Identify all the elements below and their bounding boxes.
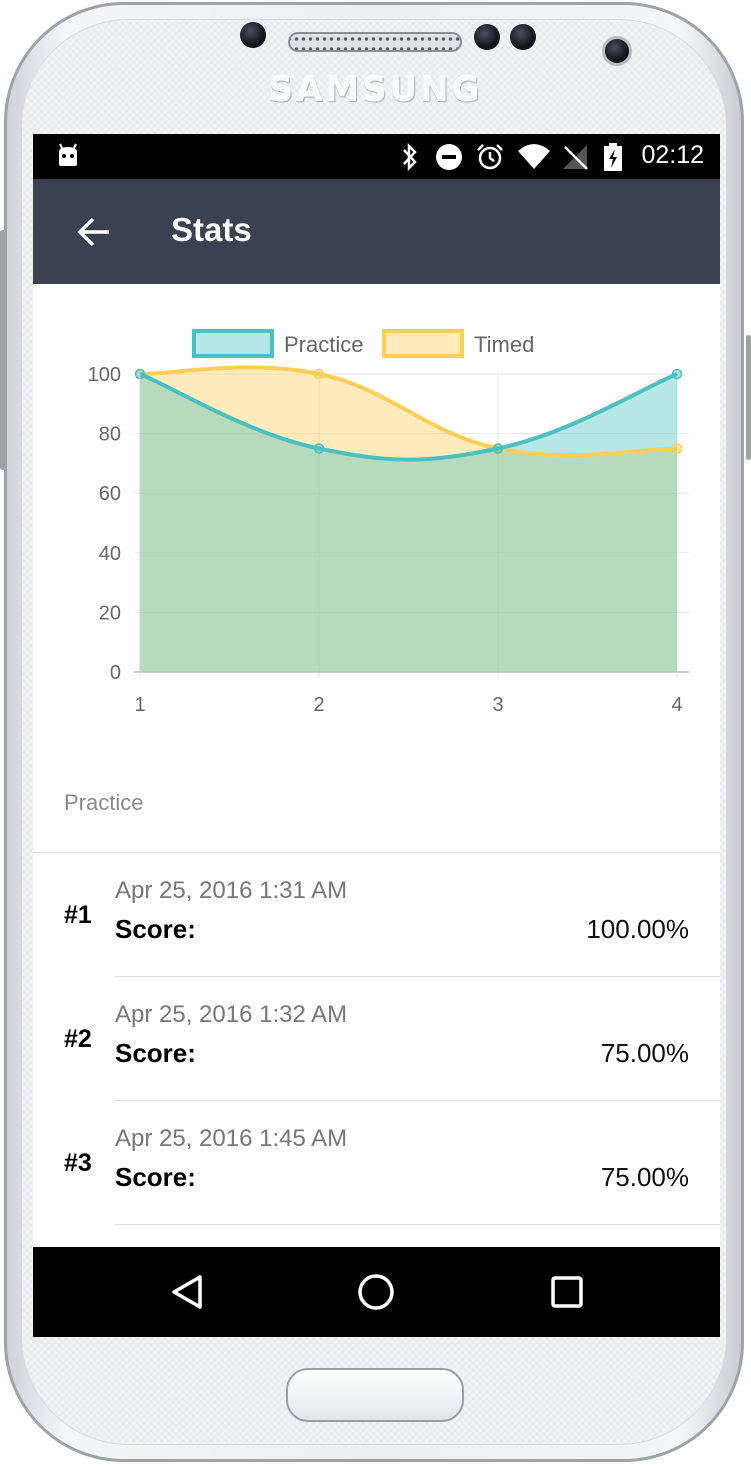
row-divider [115,976,720,977]
x-tick-label: 2 [313,694,324,716]
list-item[interactable]: #2 Apr 25, 2016 1:32 AM Score: 75.00% [33,977,720,1101]
x-tick-label: 4 [671,694,682,716]
bluetooth-icon [400,142,420,175]
no-signal-icon [561,143,589,175]
legend-swatch-practice [192,329,274,358]
earpiece-speaker [288,32,462,52]
screen: 02:12 Stats 0 20 40 60 80 100 1 2 3 4 Practice Time… [33,134,720,1337]
brand-logo: SAMSUNG [268,70,483,110]
battery-charging-icon [603,143,623,175]
back-triangle-icon [172,1275,202,1309]
series-area-timed [140,367,677,672]
section-divider [33,852,720,853]
stats-chart: 0 20 40 60 80 100 1 2 3 4 Practice Timed [33,284,720,754]
score-label: Score: [115,1038,196,1068]
chart-svg: 0 20 40 60 80 100 1 2 3 4 Practice Timed [88,329,689,716]
nav-recents-button[interactable] [544,1269,590,1315]
score-label: Score: [115,914,196,944]
score-label: Score: [115,1162,196,1192]
attempt-date: Apr 25, 2016 1:31 AM [115,877,348,904]
y-tick-label: 40 [99,543,121,565]
attempt-date: Apr 25, 2016 1:32 AM [115,1001,348,1028]
row-divider [115,1100,720,1101]
do-not-disturb-icon [435,143,463,175]
series-area-practice [140,374,677,672]
data-point-practice [313,443,325,454]
series-line-timed [139,365,678,458]
attempt-date: Apr 25, 2016 1:45 AM [115,1125,348,1152]
row-divider [115,1224,720,1225]
page-title: Stats [171,211,252,248]
proximity-sensor [240,22,266,48]
score-value: 75.00% [600,1162,689,1192]
front-camera [602,36,632,66]
attempt-number: #2 [64,1025,92,1053]
section-label: Practice [64,790,144,815]
app-bar: Stats [33,179,720,284]
arrow-back-icon [77,217,109,247]
list-item[interactable]: #1 Apr 25, 2016 1:31 AM Score: 100.00% [33,853,720,977]
score-value: 75.00% [600,1038,689,1068]
y-tick-label: 0 [110,662,121,684]
android-debug-icon [55,142,81,172]
data-point-timed [313,368,325,380]
recents-square-icon [551,1276,583,1308]
navigation-bar [33,1247,720,1337]
light-sensor-left [474,24,500,50]
wifi-icon [517,143,551,175]
status-bar: 02:12 [33,134,720,179]
light-sensor-right [510,24,536,50]
data-point-practice [671,368,683,380]
status-clock: 02:12 [641,141,704,169]
legend-label: Timed [474,332,534,357]
nav-home-button[interactable] [353,1269,399,1315]
attempt-number: #1 [64,901,92,929]
score-value: 100.00% [586,914,689,944]
y-tick-label: 20 [99,602,121,624]
series-line-practice [139,372,678,462]
list-item[interactable]: #3 Apr 25, 2016 1:45 AM Score: 75.00% [33,1101,720,1225]
hardware-home-button[interactable] [286,1368,464,1422]
legend-swatch-timed [382,329,464,358]
power-button [746,335,751,460]
alarm-icon [475,143,505,175]
back-button[interactable] [71,207,121,257]
x-tick-label: 3 [492,694,503,716]
y-tick-label: 60 [99,483,121,505]
home-circle-icon [358,1274,394,1310]
legend-label: Practice [284,332,363,357]
y-tick-label: 80 [99,424,121,446]
attempt-number: #3 [64,1149,92,1177]
nav-back-button[interactable] [164,1269,210,1315]
y-tick-label: 100 [88,364,121,386]
data-point-practice [492,443,504,454]
volume-button [0,230,5,470]
x-tick-label: 1 [134,694,145,716]
data-point-timed [671,443,683,454]
results-list: #1 Apr 25, 2016 1:31 AM Score: 100.00% #… [33,853,720,1225]
